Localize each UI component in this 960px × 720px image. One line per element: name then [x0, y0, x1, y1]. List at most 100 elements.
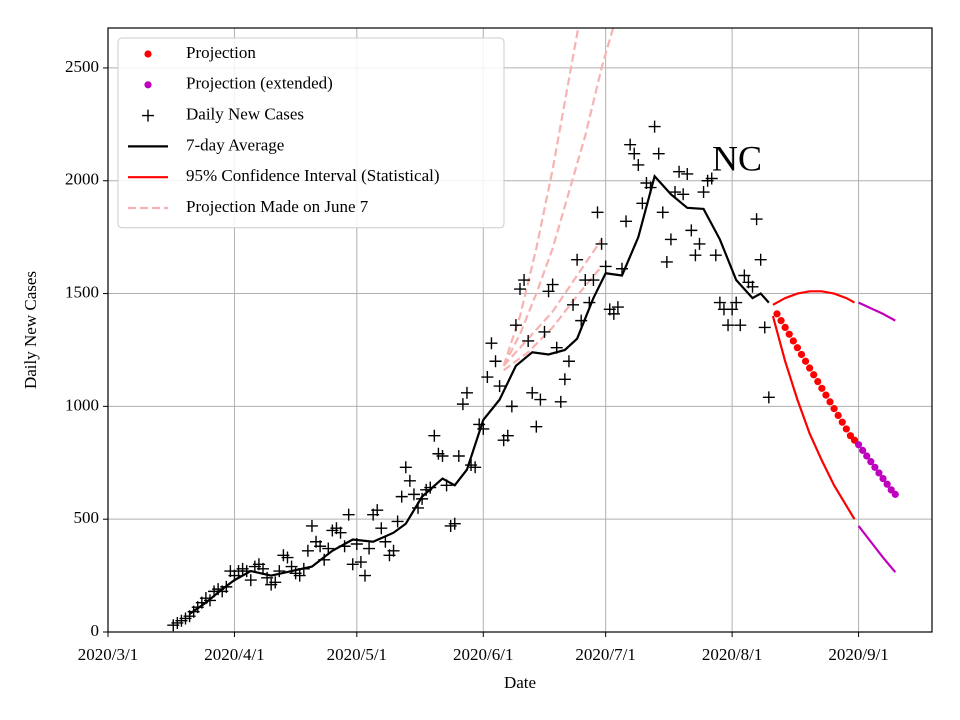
plus-marker [399, 461, 412, 474]
legend-label: 7-day Average [186, 135, 284, 154]
plus-marker [762, 391, 775, 404]
plus-marker [481, 371, 494, 384]
plus-marker [477, 422, 490, 435]
legend-box [117, 37, 505, 229]
plus-marker [611, 301, 624, 314]
plot-area [167, 28, 899, 632]
plus-marker [538, 325, 551, 338]
plus-marker [693, 237, 706, 250]
dot-marker [797, 350, 806, 359]
legend-swatch [144, 50, 152, 58]
plus-marker [363, 542, 376, 555]
plus-marker [734, 319, 747, 332]
dot-marker [838, 418, 846, 426]
legend-swatch [144, 81, 152, 89]
dashed-line [502, 28, 615, 367]
plus-marker [220, 580, 233, 593]
plus-marker [730, 296, 743, 309]
plus-marker [269, 576, 282, 589]
dot-marker [781, 323, 789, 332]
plus-marker [375, 522, 388, 535]
y-tick-label: 2500 [65, 57, 99, 76]
dot-marker [883, 480, 891, 488]
dot-marker [806, 364, 814, 372]
chart-title: NC [712, 138, 762, 178]
dot-marker [879, 474, 887, 483]
plus-marker [391, 515, 404, 528]
plus-marker [567, 298, 580, 311]
dot-marker [891, 490, 899, 498]
dot-marker [863, 452, 871, 460]
plus-marker [436, 450, 449, 463]
plus-marker [501, 429, 514, 442]
dot-marker [773, 310, 781, 318]
plus-marker [726, 303, 739, 316]
plus-marker [546, 278, 559, 291]
plus-marker [489, 355, 502, 368]
line [772, 290, 856, 306]
dot-marker [859, 446, 867, 454]
plus-marker [689, 249, 702, 262]
plus-marker [607, 307, 620, 320]
plus-marker [273, 565, 286, 578]
x-axis-label: Date [504, 673, 536, 692]
dot-marker [810, 371, 818, 379]
plus-marker [648, 120, 661, 133]
plus-marker [387, 544, 400, 557]
plus-marker [615, 262, 628, 275]
plus-marker [318, 553, 331, 566]
plus-marker [758, 321, 771, 334]
dot-marker [871, 463, 879, 471]
dot-marker [777, 317, 785, 325]
plus-marker [257, 562, 270, 575]
plus-marker [526, 386, 539, 399]
plus-marker [493, 380, 506, 393]
plus-marker [591, 206, 604, 219]
dot-marker [834, 411, 842, 419]
plus-marker [652, 147, 665, 160]
dot-marker [818, 384, 826, 392]
plus-marker [754, 253, 767, 266]
dot-marker [793, 344, 801, 352]
x-tick-label: 2020/6/1 [453, 645, 513, 664]
y-tick-label: 500 [74, 508, 100, 527]
plus-marker [261, 571, 274, 584]
plus-marker [713, 296, 726, 309]
line [858, 301, 896, 322]
plus-marker [620, 215, 633, 228]
plus-marker [750, 213, 763, 226]
plus-marker [509, 319, 522, 332]
plus-marker [673, 165, 686, 178]
plus-marker [358, 569, 371, 582]
plus-marker [554, 395, 567, 408]
plus-marker [595, 237, 608, 250]
plus-marker [628, 147, 641, 160]
plus-marker [322, 542, 335, 555]
legend-label: Projection [186, 43, 256, 62]
legend-label: Projection Made on June 7 [186, 197, 369, 216]
plus-marker [685, 224, 698, 237]
legend-label: Projection (extended) [186, 74, 333, 93]
dot-marker [867, 458, 875, 466]
plus-marker [334, 526, 347, 539]
plus-marker [469, 461, 482, 474]
dot-marker [785, 330, 793, 338]
line [771, 315, 856, 520]
plus-marker [452, 450, 465, 463]
plus-marker [395, 490, 408, 503]
plus-marker [697, 186, 710, 199]
plus-marker [681, 167, 694, 180]
x-tick-label: 2020/7/1 [575, 645, 635, 664]
dot-marker [854, 441, 863, 449]
plus-marker [371, 504, 384, 517]
x-tick-label: 2020/8/1 [702, 645, 762, 664]
plus-marker [354, 556, 367, 569]
plus-marker [240, 565, 253, 578]
x-tick-label: 2020/9/1 [828, 645, 888, 664]
y-tick-label: 1500 [65, 282, 99, 301]
plus-marker [530, 420, 543, 433]
x-tick-label: 2020/3/1 [78, 645, 138, 664]
plus-marker [505, 400, 518, 413]
dot-marker [875, 469, 883, 477]
